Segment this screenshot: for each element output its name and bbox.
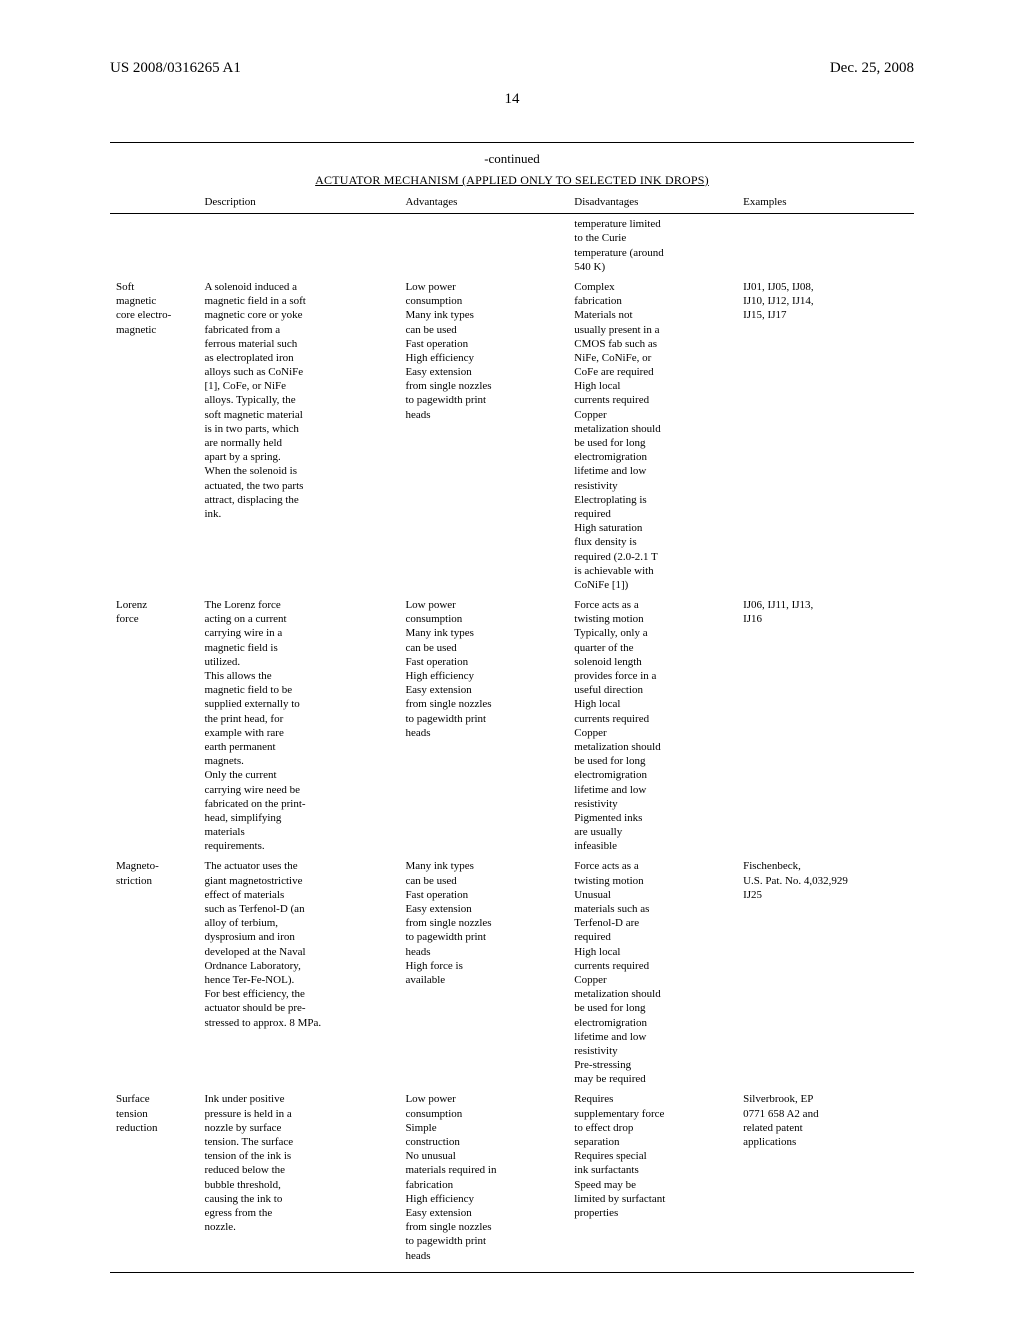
col-header-disadvantages: Disadvantages: [568, 190, 737, 214]
cell-advantages: Low powerconsumptionMany ink typescan be…: [399, 277, 568, 595]
page-header: US 2008/0316265 A1 Dec. 25, 2008: [110, 60, 914, 77]
publication-number: US 2008/0316265 A1: [110, 60, 241, 77]
cell-examples: [737, 214, 914, 277]
row-name: [110, 214, 198, 277]
page-number: 14: [110, 91, 914, 108]
continued-label: -continued: [110, 151, 914, 167]
cell-advantages: Many ink typescan be usedFast operationE…: [399, 856, 568, 1089]
cell-disadvantages: Force acts as atwisting motionTypically,…: [568, 595, 737, 856]
col-header-description: Description: [198, 190, 399, 214]
cell-disadvantages: temperature limitedto the Curietemperatu…: [568, 214, 737, 277]
cell-advantages: [399, 214, 568, 277]
cell-description: A solenoid induced amagnetic field in a …: [198, 277, 399, 595]
cell-disadvantages: Requiressupplementary forceto effect dro…: [568, 1089, 737, 1265]
table-row: SurfacetensionreductionInk under positiv…: [110, 1089, 914, 1265]
row-name: Magneto-striction: [110, 856, 198, 1089]
cell-advantages: Low powerconsumptionSimpleconstructionNo…: [399, 1089, 568, 1265]
row-name: Surfacetensionreduction: [110, 1089, 198, 1265]
table-row: LorenzforceThe Lorenz forceacting on a c…: [110, 595, 914, 856]
cell-description: The actuator uses thegiant magnetostrict…: [198, 856, 399, 1089]
col-header-examples: Examples: [737, 190, 914, 214]
cell-examples: IJ06, IJ11, IJ13,IJ16: [737, 595, 914, 856]
cell-examples: Silverbrook, EP0771 658 A2 andrelated pa…: [737, 1089, 914, 1265]
patent-page: US 2008/0316265 A1 Dec. 25, 2008 14 -con…: [0, 0, 1024, 1321]
table-title: ACTUATOR MECHANISM (APPLIED ONLY TO SELE…: [110, 173, 914, 188]
table-top-rule: [110, 142, 914, 143]
cell-description: [198, 214, 399, 277]
table-header-row: Description Advantages Disadvantages Exa…: [110, 190, 914, 214]
table-row: Softmagneticcore electro-magneticA solen…: [110, 277, 914, 595]
cell-disadvantages: ComplexfabricationMaterials notusually p…: [568, 277, 737, 595]
cell-description: The Lorenz forceacting on a currentcarry…: [198, 595, 399, 856]
col-header-blank: [110, 190, 198, 214]
publication-date: Dec. 25, 2008: [830, 60, 914, 77]
actuator-table: Description Advantages Disadvantages Exa…: [110, 190, 914, 1266]
cell-examples: IJ01, IJ05, IJ08,IJ10, IJ12, IJ14,IJ15, …: [737, 277, 914, 595]
cell-description: Ink under positivepressure is held in an…: [198, 1089, 399, 1265]
cell-disadvantages: Force acts as atwisting motionUnusualmat…: [568, 856, 737, 1089]
table-body: temperature limitedto the Curietemperatu…: [110, 214, 914, 1266]
row-name: Lorenzforce: [110, 595, 198, 856]
table-row: temperature limitedto the Curietemperatu…: [110, 214, 914, 277]
col-header-advantages: Advantages: [399, 190, 568, 214]
row-name: Softmagneticcore electro-magnetic: [110, 277, 198, 595]
table-bottom-rule: [110, 1272, 914, 1273]
cell-advantages: Low powerconsumptionMany ink typescan be…: [399, 595, 568, 856]
table-row: Magneto-strictionThe actuator uses thegi…: [110, 856, 914, 1089]
cell-examples: Fischenbeck,U.S. Pat. No. 4,032,929IJ25: [737, 856, 914, 1089]
table-head: Description Advantages Disadvantages Exa…: [110, 190, 914, 214]
